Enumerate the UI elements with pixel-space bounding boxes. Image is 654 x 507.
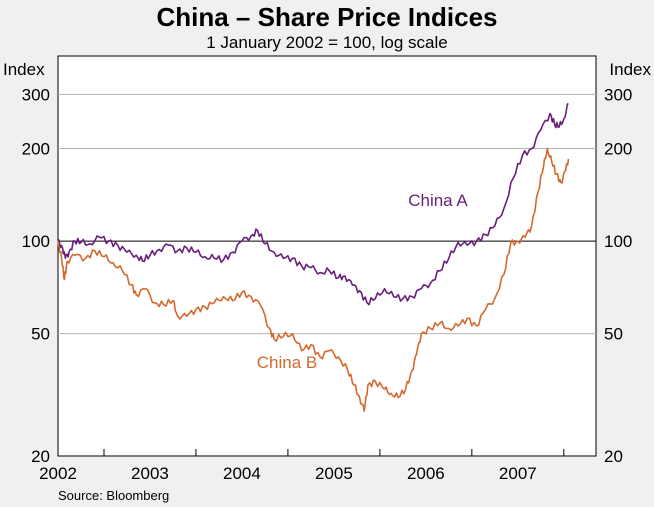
y-tick-left-200: 200	[22, 140, 50, 159]
chart-subtitle: 1 January 2002 = 100, log scale	[206, 33, 447, 52]
x-tick-label-2003: 2003	[131, 464, 169, 483]
y-tick-left-300: 300	[22, 85, 50, 104]
plot-area	[57, 55, 597, 457]
y-tick-right-50: 50	[604, 325, 623, 344]
x-tick-label-2005: 2005	[315, 464, 353, 483]
series-line-china-a	[57, 102, 569, 306]
x-tick-label-2007: 2007	[499, 464, 537, 483]
series-line-china-b	[57, 147, 570, 412]
x-tick-label-2004: 2004	[223, 464, 261, 483]
series-lines	[57, 102, 570, 412]
y-tick-left-50: 50	[31, 325, 50, 344]
y-tick-right-100: 100	[604, 232, 632, 251]
x-tick-label-2006: 2006	[407, 464, 445, 483]
gridlines	[58, 93, 596, 335]
y-axis-label-right: Index	[609, 60, 651, 79]
y-axis-label-left: Index	[3, 60, 45, 79]
x-tick-label-2002: 2002	[39, 464, 77, 483]
y-axis-ticks: 20 20 50 50 100 100 200 200 300 300	[22, 85, 633, 466]
series-label-china-a: China A	[408, 191, 468, 210]
y-tick-right-200: 200	[604, 140, 632, 159]
y-tick-left-100: 100	[22, 232, 50, 251]
y-tick-right-20: 20	[604, 447, 623, 466]
y-tick-left-20: 20	[31, 447, 50, 466]
y-tick-right-300: 300	[604, 85, 632, 104]
chart-title: China – Share Price Indices	[156, 2, 497, 32]
x-axis-ticks: 2002 2003 2004 2005 2006 2007	[39, 449, 565, 483]
source-note: Source: Bloomberg	[58, 488, 169, 503]
series-label-china-b: China B	[257, 353, 317, 372]
